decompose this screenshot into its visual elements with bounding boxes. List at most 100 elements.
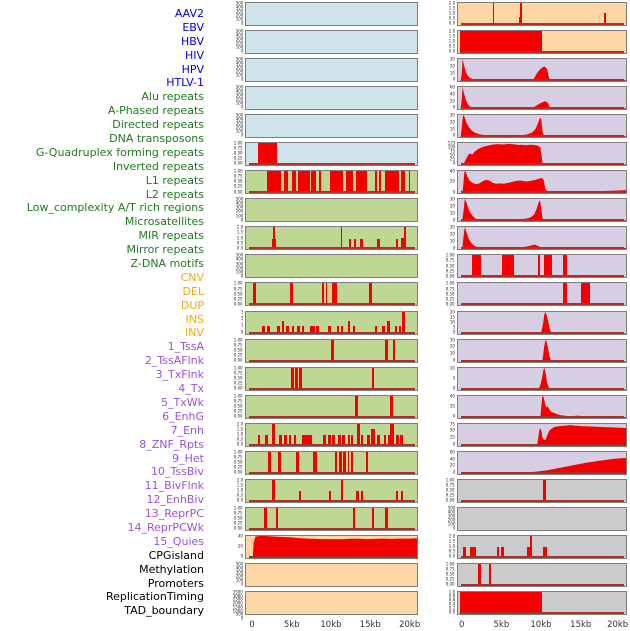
y-tick: 20 [449,120,455,125]
feature-label-a-phased-repeats: A-Phased repeats [107,104,204,118]
y-tick: 0.75 [446,482,455,488]
data-bar [352,326,356,334]
y-tick: 0.00 [234,161,243,167]
data-bar [497,546,500,558]
baseline [460,555,625,558]
track-row-htlv-1: 1.00 0.75 0.50 0.25 0.00 [225,142,418,167]
y-tick: 300 [235,65,243,70]
data-bar [347,321,351,334]
y-tick: 0.8 [448,594,455,599]
feature-label-12-enhbiv: 12_EnhBiv [146,493,204,507]
y-axis-ticks-6-enhg: 30 20 10 0 [437,198,457,222]
y-tick: 100 [235,73,243,78]
feature-label-inverted-repeats: Inverted repeats [112,159,204,173]
y-tick: 25 [449,435,455,440]
data-bar [297,171,310,194]
y-tick: 0.00 [446,301,455,307]
y-tick: 0.25 [234,156,243,162]
baseline [248,471,416,474]
y-tick: 0 [452,77,455,83]
feature-label-tad-boundary: TAD_boundary [124,604,204,618]
y-tick: 0.75 [446,286,455,292]
data-bar [302,434,309,446]
feature-label-dup: DUP [180,298,204,312]
data-bar [295,367,299,390]
y-tick: 0 [452,161,455,167]
y-axis-ticks-5-txwk: 40 20 0 [437,170,457,194]
track-plot-methylation [457,506,627,531]
y-axis-ticks-cpgisland: 1.00 0.75 0.50 0.25 0.00 [437,478,457,503]
feature-label-g-quadruplex-forming-repeats: G-Quadruplex forming repeats [35,145,204,159]
data-area [536,367,626,390]
y-tick: 10 [449,70,455,76]
y-tick: 2.0 [448,533,455,539]
data-bar [377,434,380,446]
data-bar [311,171,316,194]
y-axis-ticks-microsatellites: 2.0 1.5 1.0 0.5 0.0 [225,421,245,447]
y-tick: 0 [452,385,455,391]
data-bar [581,283,591,306]
y-tick: 75 [449,149,455,154]
data-bar [328,434,331,446]
data-bar [470,546,476,558]
track-plot-low-complexity-a-t-rich-regions [245,394,418,419]
y-tick: 0.0 [236,498,243,503]
data-bar [283,434,287,446]
y-tick: 100 [235,269,243,275]
data-bar [367,434,370,446]
data-bar [278,451,281,474]
data-bar [340,479,344,502]
y-tick: 40 [449,393,455,399]
data-bar [339,451,342,474]
track-plot-7-enh [457,226,627,251]
y-tick: 0.0 [236,442,243,447]
y-tick: 20 [449,204,455,209]
data-bar [383,434,387,446]
data-area [462,171,626,194]
data-bar [356,171,367,194]
y-tick: 0 [452,217,455,223]
data-bar [369,283,372,306]
data-area [513,457,626,474]
data-bar [400,490,404,502]
y-tick: 1.00 [234,337,243,343]
y-axis-ticks-7-enh: 30 20 10 0 [437,226,457,250]
y-axis-ticks-tad-boundary: 1.0 0.8 0.6 0.4 0.2 0.0 [437,591,457,615]
y-tick: 30 [449,337,455,343]
data-bar [301,326,305,334]
y-axis-ticks-l2-repeats: 1.00 0.75 0.50 0.25 0.00 [225,366,245,391]
y-tick: 0.00 [446,498,455,503]
y-tick: 0.50 [446,572,455,577]
data-bar [290,367,295,390]
y-tick: 1.00 [234,393,243,399]
data-bar [271,423,275,446]
y-tick: 0 [240,105,243,111]
track-plot-6-enhg [457,198,627,223]
y-axis-ticks-z-dna-motifs: 1.00 0.75 0.50 0.25 0.00 [225,506,245,531]
y-tick: 0.50 [234,516,243,521]
feature-label-mir-repeats: MIR repeats [138,229,204,243]
y-axis-ticks-2-tssaflnk: 60 40 20 0 [437,86,457,110]
track-row-hiv: 500 400 300 200 100 0 [225,86,418,111]
data-bar [266,171,281,194]
track-plot-l1-repeats [245,338,418,363]
data-bar [396,239,399,250]
y-axis-ticks-14-reprpcwk: 75 50 25 0 [437,422,457,447]
feature-label-1-tssa: 1_TssA [167,340,204,354]
track-row-4-tx: 125 100 75 50 25 0 [437,142,627,167]
y-tick: 0.5 [236,240,243,246]
plot-column-left: 500 400 300 200 100 0 500 400 300 200 100 0 500 400 30… [225,2,420,631]
feature-label-inv: INV [185,326,204,340]
track-row-12-enhbiv: 10 5 0 [437,366,627,391]
data-bar [341,326,343,334]
y-tick: 2.0 [236,421,243,427]
y-tick: 30 [449,197,455,202]
baseline [460,583,625,586]
y-axis-ticks-inv: 2.0 1.5 1.0 0.5 0.0 [437,30,457,54]
data-area [460,87,626,110]
y-tick: 500 [235,113,243,118]
y-tick: 0.25 [446,268,455,274]
y-tick: 100 [235,213,243,219]
track-plot-1-tssa [457,58,627,83]
y-tick: 2000 [232,601,243,606]
